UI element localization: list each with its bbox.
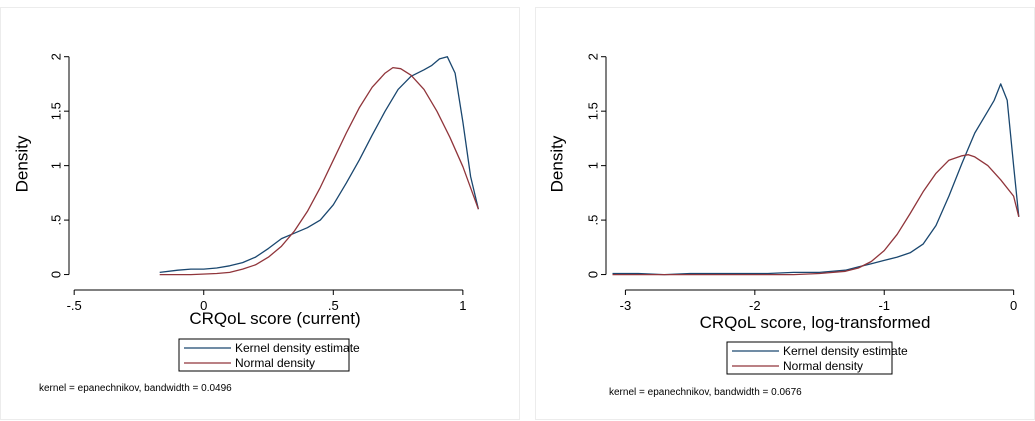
legend-label: Normal density — [235, 356, 315, 370]
x-tick-label: -3 — [620, 298, 632, 313]
kernel-density-line — [612, 83, 1020, 276]
y-tick-label: 2 — [48, 53, 63, 60]
x-tick-label: -1 — [878, 298, 890, 313]
y-tick-label: 1 — [585, 162, 600, 169]
legend-label: Normal density — [783, 359, 863, 373]
legend-box — [178, 338, 350, 372]
y-axis-title: Density — [12, 135, 31, 192]
x-tick-label: 1 — [459, 298, 466, 313]
density-chart-left: 0 .5 1 1.5 2 -.5 0 .5 1 Density CRQoL score (curre… — [12, 53, 480, 394]
kernel-note: kernel = epanechnikov, bandwidth = 0.049… — [39, 383, 232, 394]
y-tick-label: 0 — [48, 271, 63, 278]
y-tick-label: 1.5 — [585, 102, 600, 120]
chart-panel-left: 0 .5 1 1.5 2 -.5 0 .5 1 Density CRQoL score (curre… — [0, 7, 520, 420]
x-axis-title: CRQoL score, log-transformed — [700, 313, 931, 332]
x-tick-label: .5 — [328, 298, 339, 313]
kernel-density-line — [159, 56, 480, 274]
legend-label: Kernel density estimate — [783, 344, 908, 358]
x-tick-label: -2 — [749, 298, 761, 313]
x-tick-label: 0 — [200, 298, 207, 313]
density-chart-right: 0 .5 1 1.5 2 -3 -2 -1 0 Density CRQoL score, log-t… — [547, 53, 1020, 398]
x-tick-label: 0 — [1010, 298, 1017, 313]
chart-panel-right: 0 .5 1 1.5 2 -3 -2 -1 0 Density CRQoL score, log-t… — [535, 7, 1035, 420]
legend-label: Kernel density estimate — [235, 341, 360, 355]
y-tick-label: .5 — [48, 215, 63, 226]
y-tick-label: 0 — [585, 271, 600, 278]
y-tick-label: .5 — [585, 215, 600, 226]
legend-box — [726, 341, 893, 375]
x-tick-label: -.5 — [67, 298, 82, 313]
y-tick-label: 1 — [48, 162, 63, 169]
kernel-note: kernel = epanechnikov, bandwidth = 0.067… — [609, 387, 802, 398]
x-axis-title: CRQoL score (current) — [189, 309, 360, 328]
y-tick-label: 1.5 — [48, 102, 63, 120]
normal-density-line — [159, 66, 480, 276]
normal-density-line — [612, 154, 1020, 276]
y-axis-title: Density — [547, 135, 566, 192]
y-tick-label: 2 — [585, 53, 600, 60]
